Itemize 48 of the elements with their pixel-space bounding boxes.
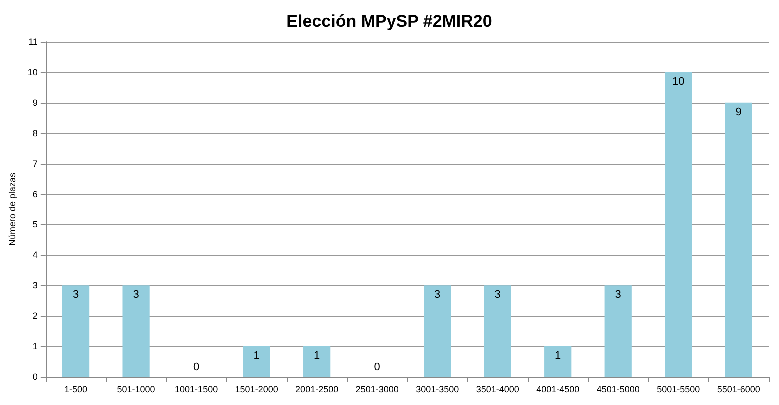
data-label: 3 — [615, 289, 622, 302]
x-tick-label: 1501-2000 — [235, 384, 278, 394]
bar — [243, 346, 270, 377]
x-tick-label: 2001-2500 — [296, 384, 339, 394]
data-label: 0 — [374, 362, 380, 374]
y-tick-label: 2 — [32, 311, 38, 322]
data-label: 0 — [193, 362, 200, 374]
bar — [665, 72, 692, 377]
bar — [604, 286, 632, 377]
data-label: 3 — [434, 289, 441, 302]
y-tick-label: 8 — [32, 128, 38, 138]
y-tick-label: 7 — [32, 158, 38, 169]
y-tick-label: 5 — [32, 220, 38, 230]
bar — [122, 286, 150, 377]
y-tick-label: 0 — [32, 372, 38, 382]
x-tick-label: 4501-5000 — [596, 384, 640, 394]
x-tick-label: 1001-1500 — [175, 384, 218, 394]
x-tick-label: 3501-4000 — [476, 384, 520, 394]
data-label: 3 — [494, 289, 501, 302]
y-tick-label: 11 — [28, 37, 38, 47]
x-tick-label: 1-500 — [64, 384, 88, 394]
bar — [62, 286, 90, 377]
bar — [304, 346, 331, 377]
data-label: 3 — [133, 289, 140, 302]
data-label: 1 — [314, 350, 320, 362]
data-label: 1 — [254, 350, 260, 362]
bar — [725, 102, 752, 377]
x-tick-label: 4001-4500 — [536, 384, 580, 394]
y-tick-label: 10 — [28, 67, 38, 78]
y-tick-label: 9 — [32, 98, 38, 108]
data-label: 1 — [555, 350, 562, 362]
data-label: 3 — [72, 289, 80, 302]
chart-title: Elección MPySP #2MIR20 — [286, 12, 492, 31]
bar — [424, 286, 452, 377]
x-tick-label: 5001-5500 — [657, 384, 700, 394]
y-tick-label: 3 — [32, 280, 38, 291]
x-tick-label: 2501-3000 — [356, 384, 399, 394]
y-tick-label: 1 — [32, 342, 38, 352]
data-label: 10 — [672, 76, 685, 88]
x-tick-label: 3001-3500 — [416, 384, 460, 394]
bar — [544, 346, 572, 377]
y-axis-title: Número de plazas — [8, 172, 18, 246]
x-tick-label: 5501-6000 — [717, 384, 760, 394]
x-tick-label: 501-1000 — [117, 384, 156, 394]
bar — [484, 286, 512, 377]
y-tick-label: 4 — [32, 250, 38, 260]
y-tick-label: 6 — [32, 189, 38, 200]
data-label: 9 — [736, 106, 742, 118]
